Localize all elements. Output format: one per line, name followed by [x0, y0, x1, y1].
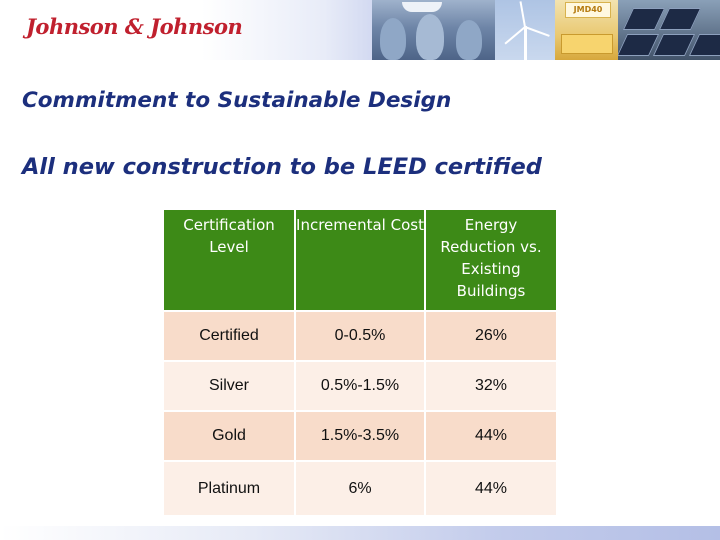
- solar-panel: [652, 34, 696, 56]
- leed-certification-table: Certification Level Incremental Cost Ene…: [162, 208, 558, 517]
- surgeon-figure: [456, 20, 482, 60]
- solar-panels-photo: [618, 0, 720, 60]
- cell-energy: 26%: [424, 310, 558, 362]
- surgery-photo: [372, 0, 495, 60]
- header-certification-level: Certification Level: [162, 208, 296, 312]
- cell-energy: 32%: [424, 360, 558, 412]
- turbine-blade: [524, 26, 550, 37]
- slide-title: Commitment to Sustainable Design: [22, 88, 452, 113]
- cell-level: Platinum: [162, 460, 296, 517]
- table-row: Certified 0-0.5% 26%: [162, 310, 558, 362]
- surgeon-figure: [416, 14, 444, 60]
- cell-cost: 6%: [294, 460, 426, 517]
- table-row: Gold 1.5%-3.5% 44%: [162, 410, 558, 462]
- cell-level: Certified: [162, 310, 296, 362]
- turbine-mast: [524, 26, 527, 60]
- surgeon-figure: [380, 18, 406, 60]
- header-energy-reduction: Energy Reduction vs. Existing Buildings: [424, 208, 558, 312]
- cell-energy: 44%: [424, 460, 558, 517]
- solar-panel: [622, 8, 666, 30]
- cell-cost: 1.5%-3.5%: [294, 410, 426, 462]
- header-incremental-cost: Incremental Cost: [294, 208, 426, 312]
- solar-panel: [658, 8, 702, 30]
- table-header-row: Certification Level Incremental Cost Ene…: [162, 208, 558, 312]
- header-banner: Johnson & Johnson JMD40: [0, 0, 720, 60]
- cell-cost: 0-0.5%: [294, 310, 426, 362]
- turbine-blade: [519, 1, 526, 28]
- slide-subtitle: All new construction to be LEED certifie…: [22, 154, 542, 180]
- surgical-lamp: [402, 2, 442, 12]
- cell-level: Gold: [162, 410, 296, 462]
- baby-products-photo: JMD40: [555, 0, 618, 60]
- footer-gradient-bar: [0, 526, 720, 540]
- cell-cost: 0.5%-1.5%: [294, 360, 426, 412]
- cell-energy: 44%: [424, 410, 558, 462]
- johnson-johnson-logo: Johnson & Johnson: [26, 14, 243, 39]
- product-label: JMD40: [565, 2, 611, 18]
- table-row: Silver 0.5%-1.5% 32%: [162, 360, 558, 412]
- cell-level: Silver: [162, 360, 296, 412]
- wind-turbine-photo: [495, 0, 555, 60]
- product-bottle: [561, 34, 613, 54]
- table-row: Platinum 6% 44%: [162, 460, 558, 517]
- turbine-blade: [504, 26, 526, 45]
